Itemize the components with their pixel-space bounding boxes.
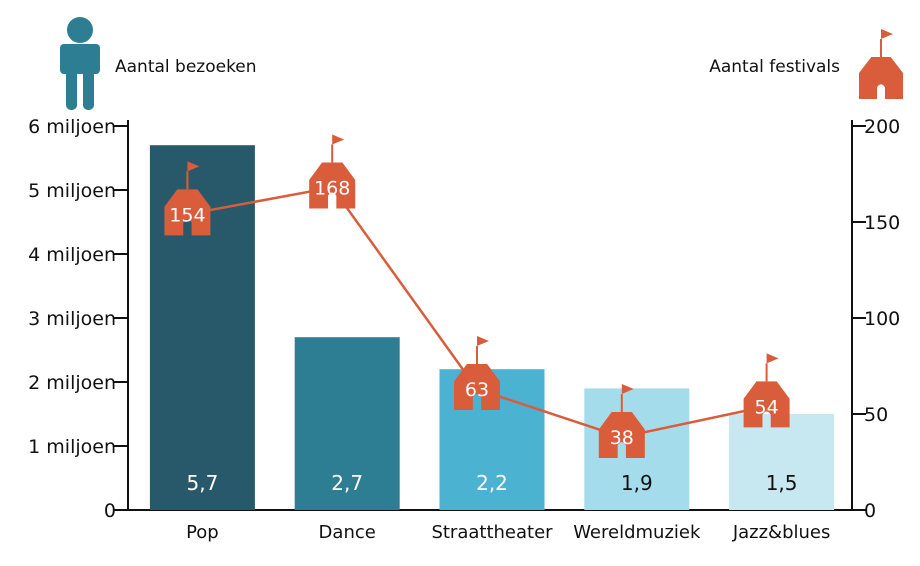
- bar-value-label: 2,2: [476, 471, 508, 495]
- house-flag-icon: [859, 29, 903, 99]
- festival-marker: 63: [454, 336, 500, 411]
- category-label: Pop: [186, 522, 219, 543]
- left-tick-label: 4 miljoen: [28, 244, 116, 266]
- left-tick-label: 5 miljoen: [28, 180, 116, 202]
- festival-marker: 154: [164, 161, 211, 236]
- right-tick-label: 150: [864, 212, 900, 234]
- category-labels: Pop Dance Straattheater Wereldmuziek Jazz&bl…: [186, 522, 830, 543]
- axes: 0 1 miljoen 2 miljoen 3 miljoen 4 miljoen 5 m…: [28, 116, 900, 522]
- category-label: Straattheater: [431, 522, 553, 543]
- festival-count-label: 54: [755, 396, 779, 418]
- bar-value-label: 1,5: [766, 471, 798, 495]
- festival-marker: 38: [598, 384, 645, 459]
- right-tick-label: 100: [864, 308, 900, 330]
- bar-value-label: 2,7: [331, 471, 363, 495]
- category-label: Dance: [319, 522, 376, 543]
- right-tick-label: 200: [864, 116, 900, 138]
- festival-count-label: 154: [169, 204, 205, 226]
- festival-count-label: 38: [610, 427, 634, 449]
- bars: 5,7 2,7 2,2 1,9 1,5: [149, 145, 835, 510]
- right-tick-label: 0: [864, 500, 876, 522]
- bar-value-label: 1,9: [621, 471, 653, 495]
- bar-value-label: 5,7: [186, 471, 218, 495]
- festival-count-label: 168: [314, 177, 350, 199]
- festival-marker: 168: [309, 134, 356, 209]
- legend-left-label: Aantal bezoeken: [115, 57, 257, 77]
- left-tick-label: 0: [104, 500, 116, 522]
- bar: [729, 414, 835, 510]
- festival-markers: 154 168 63 38 54: [164, 134, 790, 459]
- left-tick-label: 1 miljoen: [28, 436, 116, 458]
- left-tick-label: 6 miljoen: [28, 116, 116, 138]
- left-tick-label: 2 miljoen: [28, 372, 116, 394]
- bar: [294, 337, 400, 510]
- right-tick-label: 50: [864, 404, 888, 426]
- left-tick-label: 3 miljoen: [28, 308, 116, 330]
- legend-right-label: Aantal festivals: [709, 57, 840, 77]
- festival-count-label: 63: [465, 379, 489, 401]
- festival-marker: 54: [743, 353, 790, 428]
- category-label: Jazz&blues: [732, 522, 831, 543]
- person-icon: [60, 17, 100, 110]
- category-label: Wereldmuziek: [573, 522, 701, 543]
